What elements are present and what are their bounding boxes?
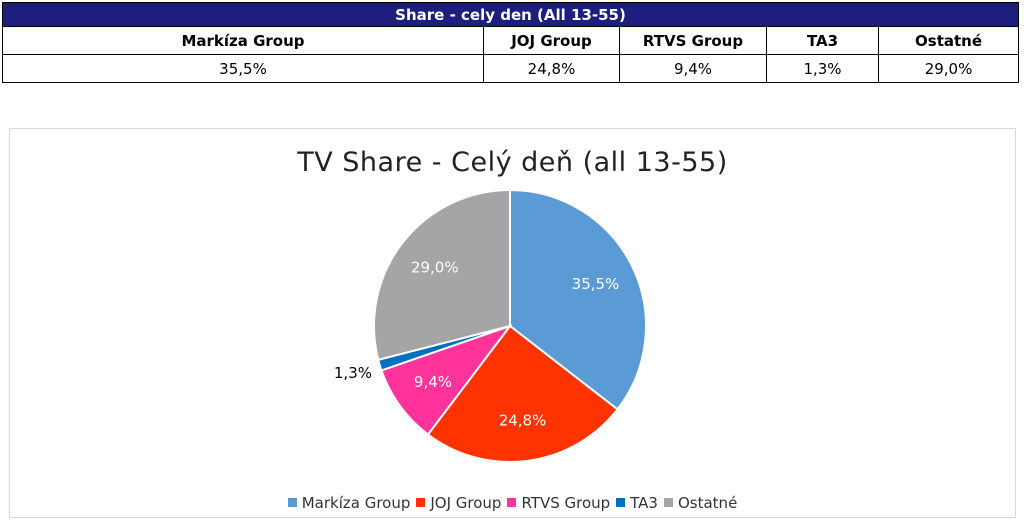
legend-item-ta3: TA3: [616, 494, 658, 512]
value-rtvs: 9,4%: [619, 54, 767, 83]
data-label-markiza: 35,5%: [572, 275, 620, 293]
legend-swatch-ta3: [616, 498, 626, 507]
data-label-ostatne: 29,0%: [411, 259, 459, 277]
legend-item-markiza: Markíza Group: [287, 494, 411, 512]
legend-swatch-markiza: [287, 498, 297, 507]
header-markiza: Markíza Group: [2, 26, 484, 55]
chart-title: TV Share - Celý deň (all 13-55): [297, 147, 728, 178]
chart-legend: Markíza Group JOJ Group RTVS Group TA3 Ostat…: [10, 494, 1015, 512]
share-table: Share - cely den (All 13-55) Markíza Gro…: [1, 2, 1020, 83]
legend-label-ta3: TA3: [630, 494, 658, 512]
header-ostatne: Ostatné: [877, 26, 1020, 55]
legend-item-joj: JOJ Group: [416, 494, 501, 512]
table-header-row: Markíza Group JOJ Group RTVS Group TA3 O…: [2, 26, 1020, 55]
header-rtvs: RTVS Group: [619, 26, 767, 55]
pie-slice-ostatne: [373, 188, 511, 362]
pie-slice-markiza: [509, 188, 647, 411]
legend-swatch-ostatne: [663, 498, 673, 507]
data-label-rtvs: 9,4%: [414, 373, 452, 391]
pie-slice-joj: [426, 324, 619, 463]
legend-label-markiza: Markíza Group: [301, 494, 411, 512]
legend-swatch-rtvs: [507, 498, 517, 507]
legend-label-joj: JOJ Group: [430, 494, 502, 512]
pie-chart: 35,5% 24,8% 9,4% 1,3% 29,0%: [334, 188, 647, 463]
header-joj: JOJ Group: [483, 26, 620, 55]
value-ta3: 1,3%: [766, 54, 879, 83]
value-markiza: 35,5%: [2, 54, 484, 83]
legend-item-ostatne: Ostatné: [663, 494, 738, 512]
legend-label-rtvs: RTVS Group: [521, 494, 611, 512]
table-value-row: 35,5% 24,8% 9,4% 1,3% 29,0%: [2, 54, 1020, 83]
chart-frame: TV Share - Celý deň (all 13-55) 35,5% 24,…: [9, 128, 1016, 518]
legend-item-rtvs: RTVS Group: [507, 494, 610, 512]
data-label-ta3: 1,3%: [334, 364, 372, 382]
table-title: Share - cely den (All 13-55): [1, 2, 1020, 27]
value-ostatne: 29,0%: [877, 54, 1020, 83]
value-joj: 24,8%: [483, 54, 620, 83]
pie-slice-rtvs: [380, 323, 513, 436]
header-ta3: TA3: [766, 26, 879, 55]
legend-swatch-joj: [416, 498, 426, 507]
legend-label-ostatne: Ostatné: [677, 494, 738, 512]
table-title-row: Share - cely den (All 13-55): [1, 2, 1020, 27]
data-label-joj: 24,8%: [499, 411, 547, 429]
